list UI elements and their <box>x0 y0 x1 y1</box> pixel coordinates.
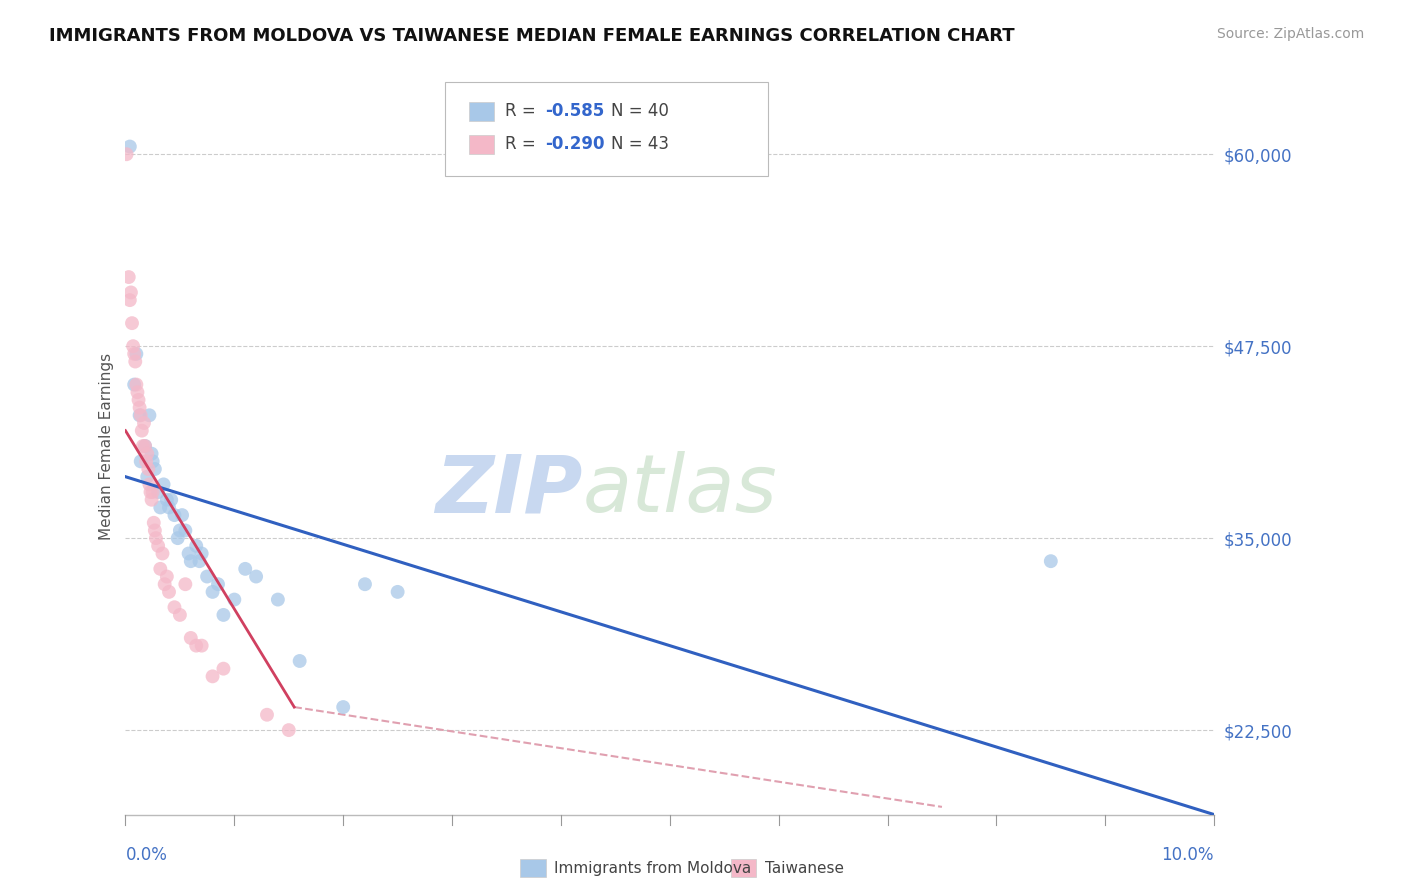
Point <box>141 447 163 461</box>
Point <box>129 409 152 423</box>
Point <box>169 607 191 622</box>
Text: R =: R = <box>506 136 541 153</box>
Point <box>186 639 208 653</box>
Point <box>190 547 212 561</box>
Point <box>157 585 180 599</box>
Point <box>177 547 200 561</box>
Point <box>141 492 163 507</box>
Text: Immigrants from Moldova: Immigrants from Moldova <box>554 861 751 876</box>
Text: 10.0%: 10.0% <box>1161 846 1215 863</box>
Point <box>188 554 211 568</box>
Point <box>152 547 174 561</box>
Point <box>146 485 169 500</box>
Text: 0.0%: 0.0% <box>125 846 167 863</box>
Text: N = 40: N = 40 <box>612 103 669 120</box>
Point <box>125 377 148 392</box>
Point <box>201 585 224 599</box>
Point <box>143 524 166 538</box>
Point <box>128 409 150 423</box>
Point <box>157 500 180 515</box>
Point <box>180 554 202 568</box>
Point <box>142 516 165 530</box>
Text: -0.290: -0.290 <box>546 136 605 153</box>
Text: atlas: atlas <box>582 451 778 529</box>
Point <box>125 347 148 361</box>
Point <box>142 454 165 468</box>
Text: N = 43: N = 43 <box>612 136 669 153</box>
Point <box>149 500 172 515</box>
Point <box>132 416 155 430</box>
Point <box>135 454 157 468</box>
Point <box>190 639 212 653</box>
Point <box>233 562 256 576</box>
Point <box>156 569 179 583</box>
Point <box>256 707 278 722</box>
Point <box>174 577 197 591</box>
Point <box>267 592 290 607</box>
Point <box>139 485 162 500</box>
Point <box>163 508 186 522</box>
Point <box>146 539 169 553</box>
Text: Source: ZipAtlas.com: Source: ZipAtlas.com <box>1216 27 1364 41</box>
Point <box>212 662 235 676</box>
Point <box>288 654 311 668</box>
Point <box>118 270 141 285</box>
Point <box>136 469 159 483</box>
Point <box>122 339 145 353</box>
Point <box>207 577 229 591</box>
Point <box>387 585 409 599</box>
Point <box>245 569 267 583</box>
Point <box>131 424 153 438</box>
Text: -0.585: -0.585 <box>546 103 605 120</box>
Point <box>122 377 145 392</box>
Point <box>153 577 176 591</box>
Point <box>128 401 150 415</box>
Point <box>195 569 218 583</box>
Point <box>136 447 159 461</box>
Point <box>138 477 160 491</box>
Point <box>143 462 166 476</box>
Point <box>163 600 186 615</box>
Point <box>128 392 150 407</box>
Point <box>124 354 146 368</box>
Point <box>180 631 202 645</box>
Point <box>134 439 156 453</box>
Point <box>145 531 167 545</box>
Point <box>354 577 377 591</box>
Point <box>134 439 156 453</box>
Point <box>136 462 159 476</box>
Point <box>169 524 191 538</box>
Point <box>166 531 188 545</box>
Point <box>127 385 149 400</box>
Point <box>115 147 138 161</box>
Point <box>120 285 142 300</box>
Point <box>174 524 197 538</box>
Point <box>1039 554 1062 568</box>
Text: ZIP: ZIP <box>436 451 582 529</box>
Point <box>332 700 354 714</box>
Text: IMMIGRANTS FROM MOLDOVA VS TAIWANESE MEDIAN FEMALE EARNINGS CORRELATION CHART: IMMIGRANTS FROM MOLDOVA VS TAIWANESE MED… <box>49 27 1015 45</box>
Point <box>212 607 235 622</box>
Point <box>224 592 246 607</box>
Point <box>160 492 183 507</box>
Point <box>132 439 155 453</box>
Point <box>121 316 143 330</box>
Point <box>277 723 299 737</box>
Point <box>118 139 141 153</box>
Y-axis label: Median Female Earnings: Median Female Earnings <box>100 352 114 540</box>
Point <box>142 485 165 500</box>
Text: Taiwanese: Taiwanese <box>765 861 844 876</box>
Point <box>138 409 160 423</box>
Point <box>152 477 174 491</box>
Point <box>149 562 172 576</box>
Point <box>172 508 194 522</box>
Point <box>129 454 152 468</box>
Point <box>118 293 141 307</box>
Point <box>201 669 224 683</box>
Point <box>122 347 145 361</box>
Point <box>156 492 179 507</box>
Text: R =: R = <box>506 103 541 120</box>
Point <box>186 539 208 553</box>
